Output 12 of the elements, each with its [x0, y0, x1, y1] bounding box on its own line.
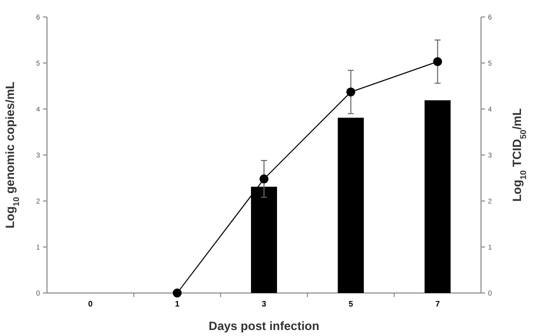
bar: [338, 118, 364, 293]
point: [260, 174, 268, 184]
x-tick-label: 3: [262, 299, 267, 308]
point: [433, 57, 442, 66]
x-tick-label: 5: [348, 299, 354, 308]
x-tick-label: 1: [174, 299, 180, 308]
x-tick-label: 7: [435, 299, 440, 308]
bar: [424, 100, 451, 293]
point: [346, 87, 356, 96]
point: [172, 288, 182, 298]
x-axis-title: Days post infection: [208, 319, 320, 333]
x-tick-label: 0: [88, 299, 94, 308]
